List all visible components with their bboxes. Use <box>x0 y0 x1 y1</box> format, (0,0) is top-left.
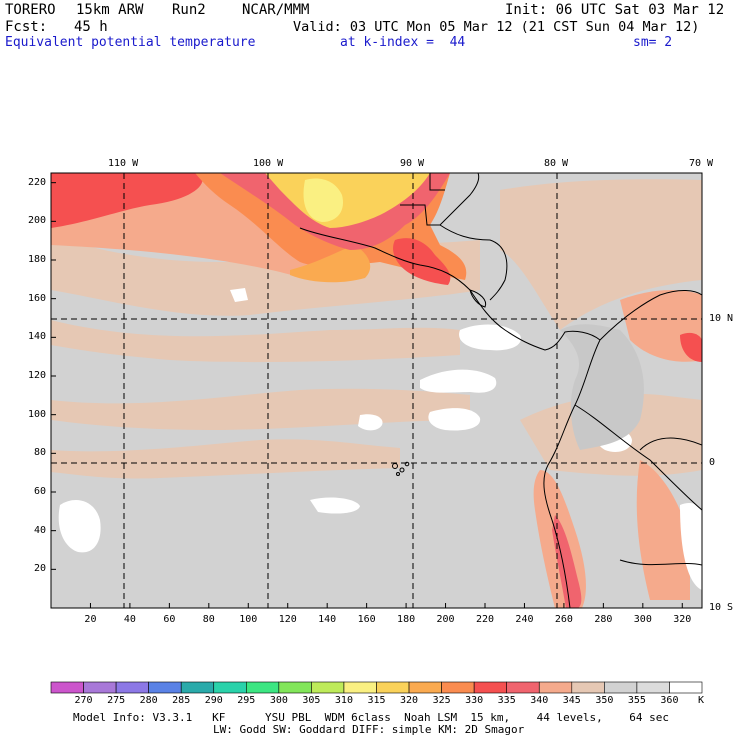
legend-label: 280 <box>139 695 158 706</box>
y-tick-label: 80 <box>33 447 46 459</box>
legend-swatch <box>669 681 703 694</box>
legend-swatch <box>278 681 312 694</box>
legend-swatch <box>213 681 247 694</box>
smoothing-label: sm= 2 <box>633 35 673 50</box>
x-tick-label: 180 <box>397 614 416 625</box>
legend-label: 355 <box>627 695 646 706</box>
level-label: at k-index = 44 <box>340 35 466 50</box>
theta-e-field <box>51 173 702 608</box>
legend-label: 270 <box>74 695 93 706</box>
legend-label: 285 <box>172 695 191 706</box>
legend-swatch <box>604 681 638 694</box>
y-tick-label: 20 <box>33 563 46 575</box>
x-tick-label: 200 <box>436 614 455 625</box>
y-tick-label: 60 <box>33 486 46 497</box>
model-info-line2: LW: Godd SW: Goddard DIFF: simple KM: 2D… <box>213 723 525 736</box>
legend-label: 305 <box>302 695 321 706</box>
legend-label: 320 <box>400 695 419 706</box>
legend-label: 315 <box>367 695 386 706</box>
init-time: Init: 06 UTC Sat 03 Mar 12 <box>505 2 725 18</box>
lon-label-70w: 70 W <box>689 158 714 169</box>
x-tick-label: 120 <box>278 614 297 625</box>
y-tick-label: 220 <box>27 176 46 188</box>
valid-time: Valid: 03 UTC Mon 05 Mar 12 (21 CST Sun … <box>293 19 700 35</box>
legend-swatch <box>473 681 507 694</box>
forecast-label: Fcst: <box>5 19 48 35</box>
x-tick-label: 240 <box>515 614 534 625</box>
legend-label: 360 <box>660 695 679 706</box>
x-tick-label: 280 <box>594 614 613 625</box>
legend-swatch <box>408 681 442 694</box>
lon-label-80w: 80 W <box>544 158 569 169</box>
legend-swatch <box>115 681 149 694</box>
x-tick-label: 140 <box>318 614 337 625</box>
axis-tick-marks <box>51 182 683 608</box>
legend-swatch <box>506 681 540 694</box>
legend-label: 290 <box>204 695 223 706</box>
y-tick-label: 160 <box>27 292 46 304</box>
color-legend <box>50 681 703 694</box>
lon-label-100w: 100 W <box>253 158 284 169</box>
legend-swatch <box>538 681 573 694</box>
x-tick-label: 320 <box>673 614 692 625</box>
legend-label: 340 <box>530 695 549 706</box>
coastlines <box>299 173 702 608</box>
x-tick-label: 60 <box>163 614 176 625</box>
lon-label-110w: 110 W <box>108 158 139 169</box>
legend-swatch <box>180 681 215 694</box>
model-resolution: 15km ARW <box>76 2 144 18</box>
x-tick-label: 300 <box>633 614 652 625</box>
legend-label: 310 <box>334 695 353 706</box>
legend-swatch <box>571 681 605 694</box>
legend-unit: K <box>698 695 705 706</box>
legend-swatch <box>246 681 280 694</box>
legend-label: 300 <box>269 695 288 706</box>
lat-label-10n: 10 N <box>709 313 734 324</box>
forecast-hour: 45 h <box>74 19 108 35</box>
legend-swatch <box>83 681 117 694</box>
y-tick-label: 40 <box>33 524 46 536</box>
y-tick-label: 140 <box>27 331 46 343</box>
y-tick-label: 180 <box>27 254 46 265</box>
legend-swatch <box>148 681 182 694</box>
legend-swatch <box>50 681 84 694</box>
x-tick-label: 160 <box>357 614 376 625</box>
legend-label: 345 <box>562 695 581 706</box>
lon-label-90w: 90 W <box>400 158 425 169</box>
x-tick-label: 20 <box>84 614 97 625</box>
field-name: Equivalent potential temperature <box>5 35 256 50</box>
legend-swatch <box>376 681 410 694</box>
legend-label: 275 <box>107 695 126 706</box>
legend-swatch <box>441 681 475 694</box>
map-frame <box>50 172 703 609</box>
legend-label: 335 <box>497 695 516 706</box>
x-tick-label: 220 <box>475 614 495 625</box>
x-tick-label: 80 <box>202 614 215 625</box>
lat-label-0: 0 <box>709 457 716 468</box>
org-label: NCAR/MMM <box>242 2 310 18</box>
x-tick-label: 260 <box>554 614 573 625</box>
legend-swatch <box>343 681 377 694</box>
x-tick-label: 40 <box>123 614 136 625</box>
legend-label: 325 <box>432 695 451 706</box>
legend-label: 295 <box>237 695 256 706</box>
run-label: Run2 <box>172 2 206 18</box>
legend-label: 330 <box>465 695 484 706</box>
y-tick-label: 120 <box>27 370 46 381</box>
y-tick-label: 200 <box>27 215 46 227</box>
model-info-line1: Model Info: V3.3.1 KF YSU PBL WDM 6class… <box>73 711 670 724</box>
lat-label-10s: 10 S <box>709 602 734 613</box>
graticule <box>51 173 702 608</box>
model-name: TORERO <box>5 2 56 18</box>
legend-label: 350 <box>595 695 614 706</box>
y-tick-label: 100 <box>27 408 46 420</box>
legend-swatch <box>636 681 670 694</box>
x-tick-label: 100 <box>239 614 258 625</box>
legend-swatch <box>311 681 345 694</box>
